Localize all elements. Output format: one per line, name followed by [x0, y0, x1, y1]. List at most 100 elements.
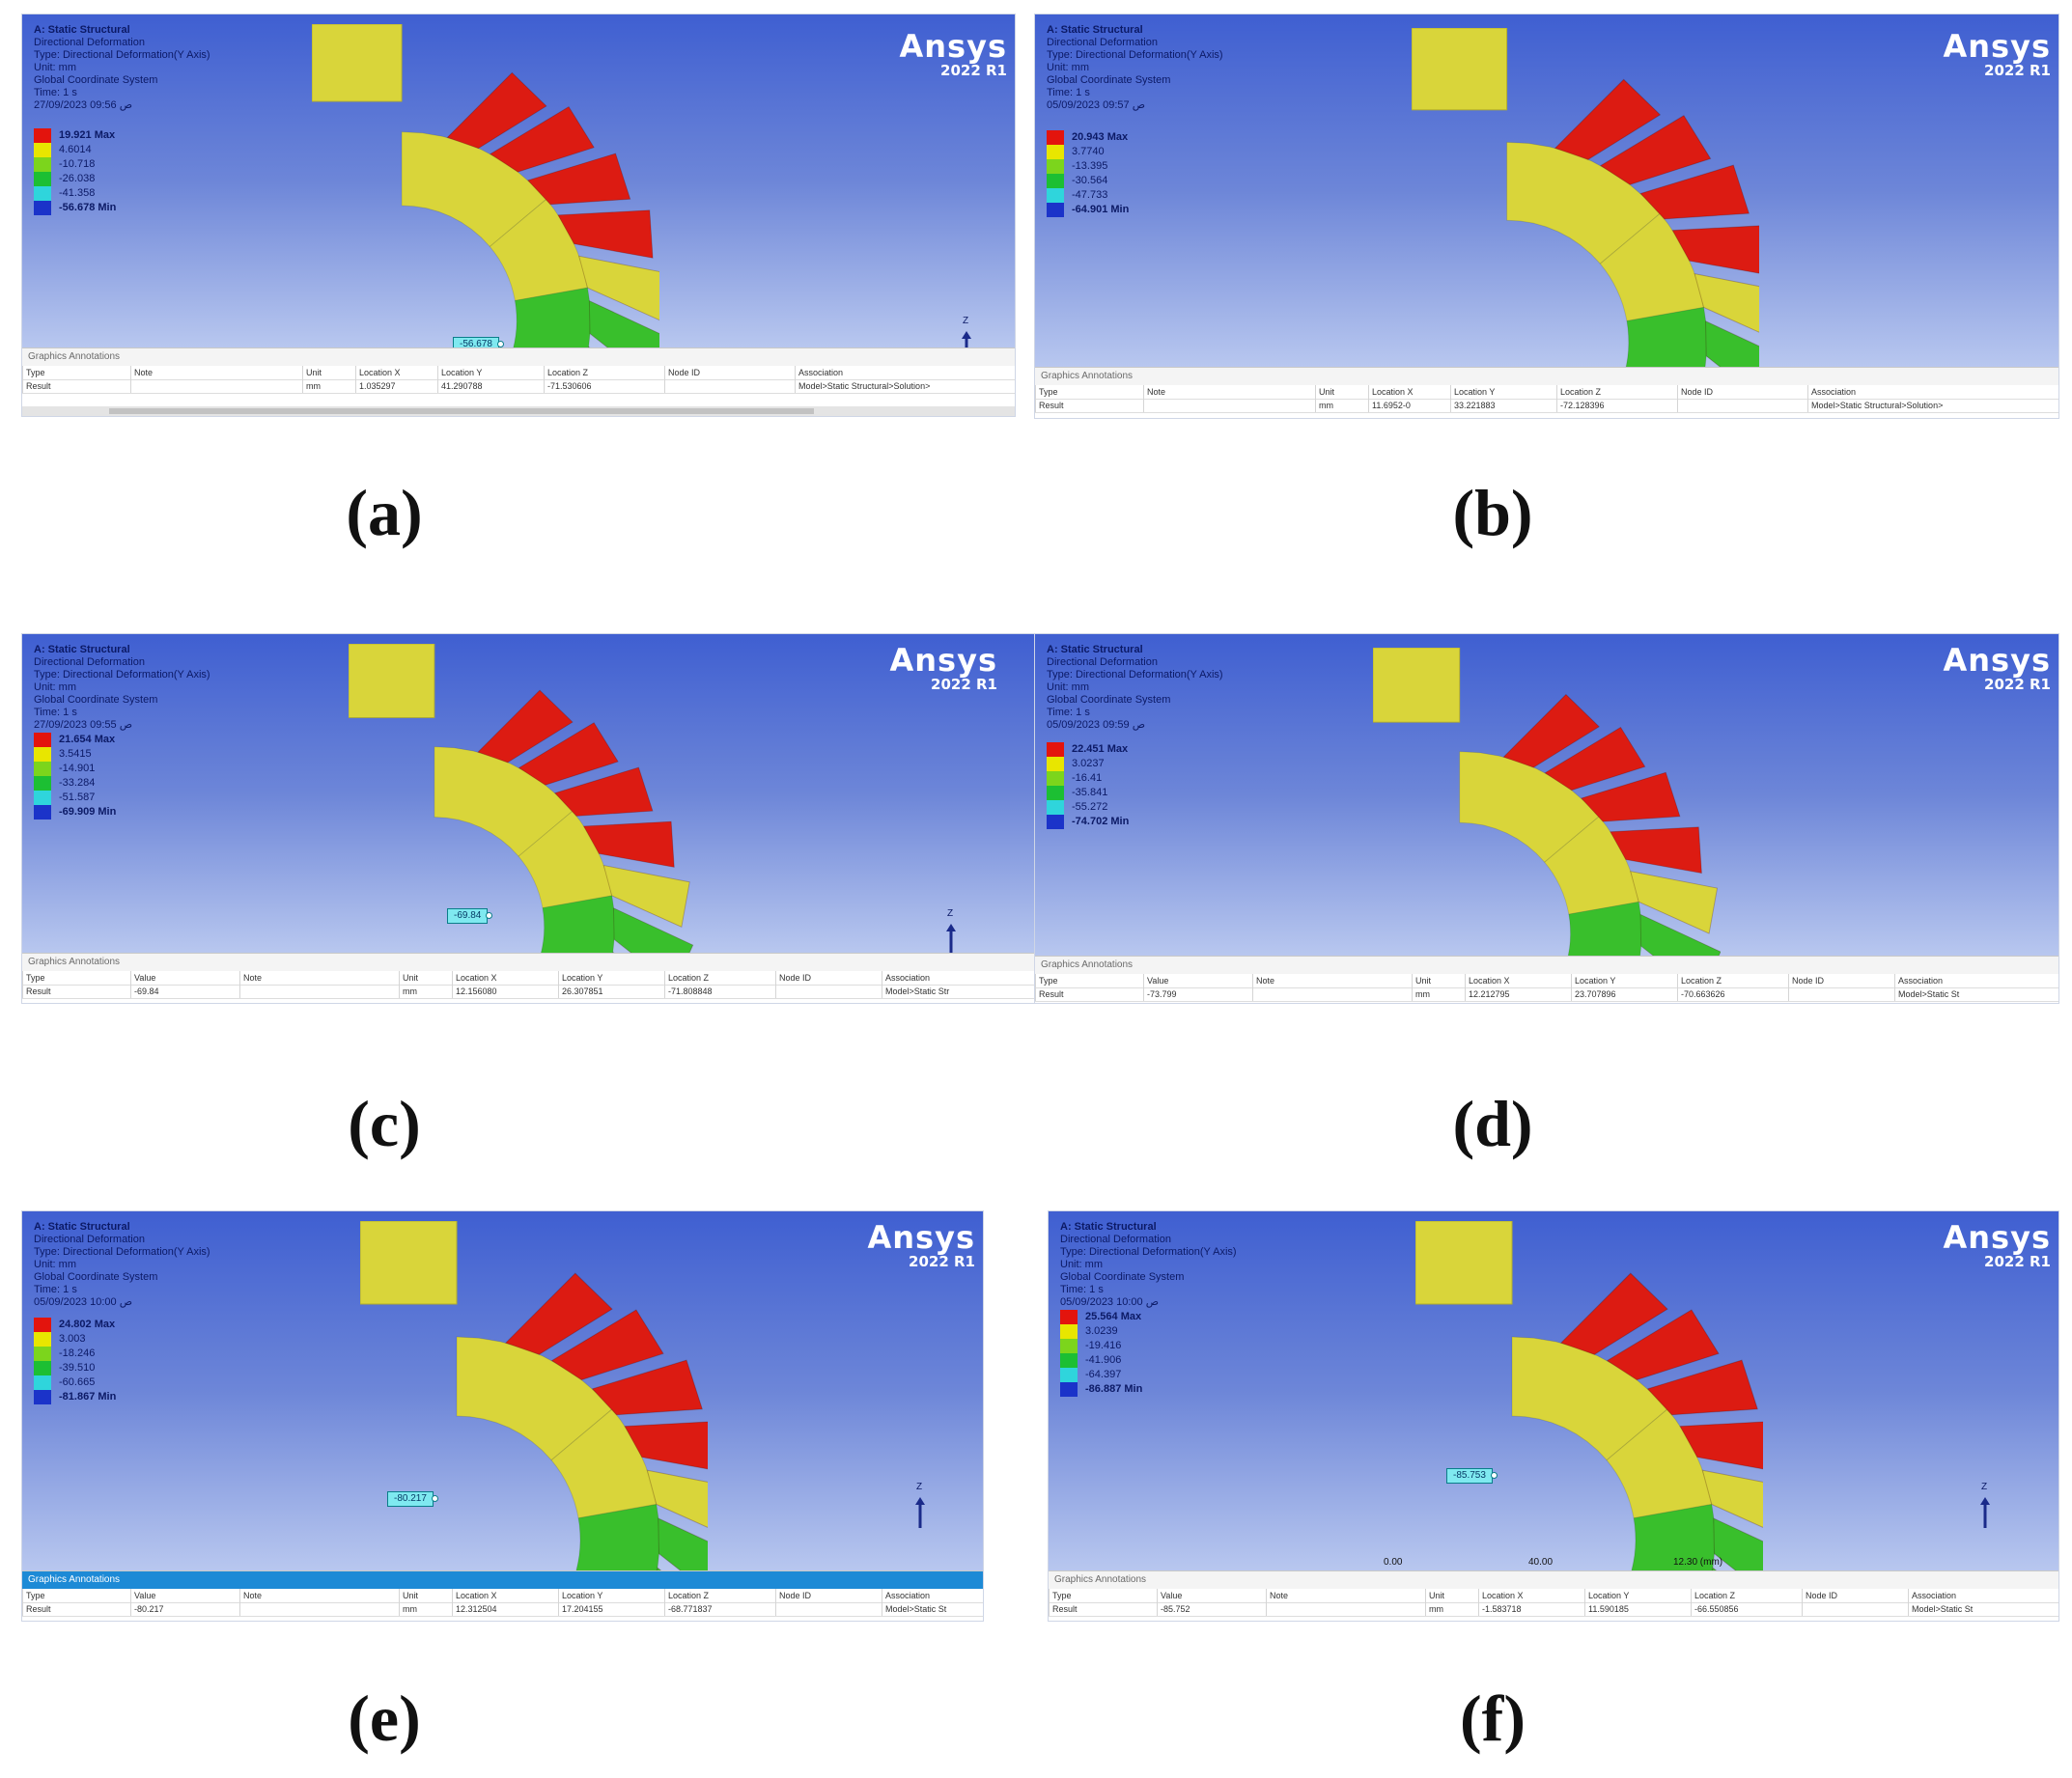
- viewport[interactable]: A: Static Structural Directional Deformat…: [1035, 634, 2058, 959]
- column-header[interactable]: Association: [1908, 1589, 2058, 1602]
- column-header[interactable]: Node ID: [1788, 974, 1894, 987]
- viewport[interactable]: A: Static Structural Directional Deformat…: [22, 634, 1038, 955]
- tooth-5: [1705, 319, 1759, 371]
- viewport[interactable]: A: Static Structural Directional Deformat…: [1035, 14, 2058, 371]
- header-line: Unit: mm: [34, 1259, 76, 1270]
- column-header[interactable]: Location Y: [437, 366, 544, 379]
- legend-label: 3.003: [59, 1333, 86, 1345]
- column-header[interactable]: Note: [1252, 974, 1412, 987]
- column-header[interactable]: Unit: [1315, 385, 1368, 399]
- column-header[interactable]: Note: [1143, 385, 1315, 399]
- column-header[interactable]: Value: [1143, 974, 1252, 987]
- tooth-5: [658, 1517, 708, 1570]
- column-header[interactable]: Association: [1894, 974, 2058, 987]
- column-header[interactable]: Type: [1049, 1589, 1157, 1602]
- column-header[interactable]: Node ID: [775, 1589, 882, 1602]
- annotations-result-row[interactable]: Result mm 11.6952-0 33.221883 -72.128396 Mode…: [1035, 399, 2058, 413]
- annotations-result-row[interactable]: Result -73.799 mm 12.212795 23.707896 -70.663…: [1035, 987, 2058, 1002]
- column-header[interactable]: Unit: [1425, 1589, 1478, 1602]
- column-header[interactable]: Unit: [302, 366, 355, 379]
- column-header[interactable]: Value: [130, 1589, 239, 1602]
- column-header[interactable]: Location X: [452, 971, 558, 985]
- column-header[interactable]: Node ID: [1802, 1589, 1908, 1602]
- viewport[interactable]: A: Static Structural Directional Deformat…: [22, 14, 1015, 362]
- legend-swatch: [1047, 130, 1064, 145]
- table-cell: Model>Static St: [882, 1602, 983, 1616]
- legend-swatch: [34, 1361, 51, 1375]
- column-header[interactable]: Association: [882, 1589, 983, 1602]
- column-header[interactable]: Location Y: [1571, 974, 1677, 987]
- annotations-result-row[interactable]: Result mm 1.035297 41.290788 -71.530606 Model…: [22, 379, 1015, 394]
- table-cell: Result: [22, 985, 130, 998]
- stator-model: [312, 24, 659, 347]
- legend-swatch: [34, 172, 51, 186]
- column-header[interactable]: Type: [22, 366, 130, 379]
- result-header: A: Static Structural Directional Deformat…: [1060, 1221, 1237, 1309]
- column-header[interactable]: Location Z: [1691, 1589, 1802, 1602]
- column-header[interactable]: Association: [882, 971, 1038, 985]
- z-axis-label: Z: [1981, 1482, 1988, 1492]
- column-header[interactable]: Location Y: [558, 1589, 664, 1602]
- table-cell: [1143, 399, 1315, 412]
- legend-swatch: [1060, 1310, 1078, 1324]
- column-header[interactable]: Location Z: [1677, 974, 1788, 987]
- column-header[interactable]: Value: [130, 971, 239, 985]
- column-header[interactable]: Location X: [1465, 974, 1571, 987]
- column-header[interactable]: Note: [130, 366, 302, 379]
- header-line: 27/09/2023 09:56 ص: [34, 99, 133, 111]
- header-line: Time: 1 s: [1047, 707, 1090, 718]
- column-header[interactable]: Type: [22, 971, 130, 985]
- ansys-logo: Ansys 2022 R1: [1944, 1221, 2052, 1269]
- table-cell: [239, 985, 399, 998]
- column-header[interactable]: Location X: [1368, 385, 1450, 399]
- column-header[interactable]: Location Y: [558, 971, 664, 985]
- column-header[interactable]: Node ID: [1677, 385, 1807, 399]
- column-header[interactable]: Association: [795, 366, 1015, 379]
- annotations-result-row[interactable]: Result -80.217 mm 12.312504 17.204155 -68.771…: [22, 1602, 983, 1617]
- legend-label: -51.587: [59, 792, 96, 803]
- annotations-title: Graphics Annotations: [1041, 371, 1134, 381]
- column-header[interactable]: Type: [22, 1589, 130, 1602]
- column-header[interactable]: Location Z: [664, 1589, 775, 1602]
- column-header[interactable]: Location Y: [1584, 1589, 1691, 1602]
- column-header[interactable]: Location Z: [664, 971, 775, 985]
- column-header[interactable]: Location X: [452, 1589, 558, 1602]
- tooth-0: [446, 71, 547, 150]
- column-header[interactable]: Node ID: [775, 971, 882, 985]
- logo-brand: Ansys: [1943, 28, 2051, 65]
- column-header[interactable]: Unit: [399, 1589, 452, 1602]
- column-header[interactable]: Note: [239, 1589, 399, 1602]
- column-header[interactable]: Location Z: [1556, 385, 1677, 399]
- graphics-annotations: Graphics Annotations Type Value Note Unit Loc…: [1049, 1570, 2058, 1621]
- header-line: A: Static Structural: [1060, 1221, 1157, 1233]
- column-header[interactable]: Association: [1807, 385, 2058, 399]
- column-header[interactable]: Type: [1035, 974, 1143, 987]
- viewport[interactable]: A: Static Structural Directional Deformat…: [1049, 1211, 2058, 1577]
- column-header[interactable]: Value: [1157, 1589, 1266, 1602]
- column-header[interactable]: Note: [239, 971, 399, 985]
- viewport[interactable]: A: Static Structural Directional Deformat…: [22, 1211, 983, 1570]
- legend-swatch: [1047, 174, 1064, 188]
- annotations-title: Graphics Annotations: [1041, 959, 1134, 970]
- scrollbar-thumb[interactable]: [109, 408, 814, 414]
- column-header[interactable]: Node ID: [664, 366, 795, 379]
- panel-e: A: Static Structural Directional Deformat…: [21, 1210, 984, 1622]
- column-header[interactable]: Note: [1266, 1589, 1425, 1602]
- table-cell: 26.307851: [558, 985, 664, 998]
- annotations-result-row[interactable]: Result -85.752 mm -1.583718 11.590185 -66.550…: [1049, 1602, 2058, 1617]
- column-header[interactable]: Location Y: [1450, 385, 1556, 399]
- mount-block: [1373, 648, 1461, 723]
- column-header[interactable]: Type: [1035, 385, 1143, 399]
- table-cell: [239, 1602, 399, 1616]
- tooth-5: [1713, 1517, 1763, 1570]
- column-header[interactable]: Location Z: [544, 366, 664, 379]
- logo-version: 2022 R1: [1984, 676, 2051, 693]
- column-header[interactable]: Unit: [1412, 974, 1465, 987]
- tooth-2: [1580, 771, 1681, 822]
- column-header[interactable]: Unit: [399, 971, 452, 985]
- horizontal-scrollbar[interactable]: [22, 406, 1015, 416]
- tooth-0: [477, 689, 574, 764]
- column-header[interactable]: Location X: [1478, 1589, 1584, 1602]
- annotations-result-row[interactable]: Result -69.84 mm 12.156080 26.307851 -71.8088…: [22, 985, 1038, 999]
- column-header[interactable]: Location X: [355, 366, 437, 379]
